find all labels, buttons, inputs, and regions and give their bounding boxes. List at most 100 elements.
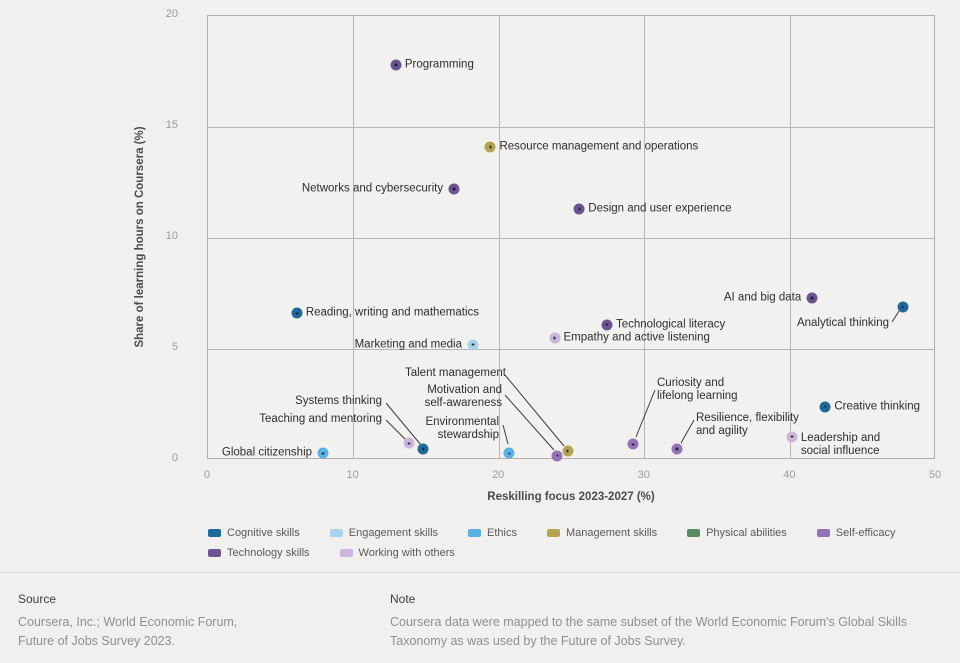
gridline-y-5 (208, 348, 934, 350)
legend-item-engagement-skills: Engagement skills (329, 527, 438, 539)
data-point-marketing-and-media (467, 339, 479, 351)
data-point-teaching-and-mentoring (403, 437, 415, 449)
data-point-core (407, 442, 411, 445)
data-point-label-resource-management-and-operations: Resource management and operations (499, 140, 699, 153)
leader-line-analytical-thinking (891, 310, 900, 323)
data-point-empathy-and-active-listening (549, 332, 561, 344)
data-point-core (790, 435, 794, 438)
legend-swatch-icon (468, 529, 482, 537)
data-point-environmental (503, 447, 515, 459)
data-point-label-teaching-and-mentoring: Teaching and mentoring (259, 413, 382, 425)
gridline-x-40 (789, 16, 791, 458)
legend-swatch-icon (208, 529, 221, 537)
leader-line-motivation-and (504, 394, 555, 451)
legend-label: Working with others (358, 547, 455, 559)
note-text: Coursera data were mapped to the same su… (390, 615, 907, 648)
legend-item-physical-abilities: Physical abilities (687, 527, 787, 539)
data-point-label-marketing-and-media: Marketing and media (354, 338, 462, 351)
data-point-core (295, 312, 299, 315)
leader-line-environmental (502, 424, 509, 445)
data-point-analytical-thinking (897, 301, 908, 313)
y-tick-label-10: 10 (165, 230, 178, 242)
leader-line-resilience-flexibility (680, 419, 695, 444)
data-point-label-leadership-and: Leadership and social influence (800, 431, 881, 457)
legend-swatch-icon (687, 529, 701, 537)
legend-item-technology-skills: Technology skills (208, 547, 310, 559)
data-point-design-and-user-experience (573, 203, 585, 215)
data-point-label-motivation-and: Motivation and self-awareness (424, 384, 502, 409)
data-point-core (321, 452, 325, 455)
x-tick-label-30: 30 (637, 469, 650, 481)
legend-swatch-icon (339, 549, 353, 557)
y-axis-title: Share of learning hours on Coursera (%) (134, 126, 146, 348)
data-point-core (605, 323, 609, 326)
data-point-label-creative-thinking: Creative thinking (834, 400, 920, 413)
y-tick-label-0: 0 (171, 452, 178, 464)
legend-swatch-icon (547, 529, 560, 537)
source-text: Coursera, Inc.; World Economic Forum, Fu… (18, 615, 238, 648)
data-point-core (556, 454, 559, 457)
data-point-label-design-and-user-experience: Design and user experience (588, 202, 732, 215)
data-point-core (824, 405, 827, 408)
data-point-motivation-and (551, 450, 563, 462)
legend-item-ethics: Ethics (468, 527, 517, 539)
legend-label: Physical abilities (706, 527, 787, 539)
x-axis-title: Reskilling focus 2023-2027 (%) (487, 491, 655, 503)
source-heading: Source (18, 592, 57, 606)
legend-item-management-skills: Management skills (547, 527, 657, 539)
data-point-creative-thinking (819, 401, 831, 413)
data-point-reading-writing-and-mathematics (291, 307, 303, 319)
data-point-core (553, 336, 556, 340)
footer: Source Coursera, Inc.; World Economic Fo… (0, 572, 960, 663)
data-point-label-global-citizenship: Global citizenship (221, 446, 313, 459)
legend-label: Cognitive skills (227, 527, 300, 539)
gridline-x-20 (498, 16, 500, 458)
legend-row: Technology skills Working with others (208, 543, 948, 563)
plot-area: Programming Resource management and opera… (207, 15, 935, 462)
data-point-core (422, 447, 425, 451)
data-point-label-talent-management: Talent management (404, 367, 506, 379)
legend-label: Ethics (487, 527, 517, 539)
data-point-label-technological-literacy: Technological literacy (615, 318, 726, 331)
data-point-networks-and-cybersecurity (448, 183, 460, 195)
data-point-label-analytical-thinking: Analytical thinking (796, 317, 889, 329)
data-point-core (394, 63, 398, 67)
data-point-global-citizenship (317, 447, 329, 459)
legend-label: Self-efficacy (835, 527, 896, 539)
data-point-curiosity-and (627, 438, 639, 450)
legend-swatch-icon (208, 549, 221, 557)
legend-item-working-with-others: Working with others (339, 547, 455, 559)
y-tick-label-15: 15 (165, 119, 178, 131)
gridline-y-15 (208, 126, 934, 128)
data-point-label-environmental: Environmental stewardship (425, 416, 499, 441)
leader-line-curiosity-and (635, 389, 656, 438)
legend: Cognitive skills Engagement skills Ethics M… (208, 523, 948, 563)
gridline-x-30 (644, 16, 646, 458)
legend-swatch-icon (816, 529, 830, 537)
legend-row: Cognitive skills Engagement skills Ethics M… (208, 523, 948, 543)
legend-label: Technology skills (227, 547, 310, 559)
data-point-label-empathy-and-active-listening: Empathy and active listening (563, 331, 710, 344)
data-point-core (578, 207, 581, 211)
legend-swatch-icon (329, 529, 343, 537)
data-point-resource-management-and-operations (484, 141, 496, 153)
data-point-ai-and-big-data (806, 292, 818, 304)
data-point-label-systems-thinking: Systems thinking (295, 395, 382, 407)
data-point-resilience-flexibility (671, 443, 683, 455)
legend-item-cognitive-skills: Cognitive skills (208, 527, 300, 539)
y-tick-label-20: 20 (165, 8, 178, 20)
data-point-core (471, 343, 475, 346)
data-point-programming (390, 59, 402, 71)
note-heading: Note (390, 592, 416, 606)
data-point-talent-management (562, 445, 574, 457)
data-point-systems-thinking (417, 443, 429, 455)
data-point-technological-literacy (601, 319, 613, 331)
x-tick-label-50: 50 (928, 469, 942, 481)
data-point-core (631, 443, 635, 446)
data-point-core (489, 145, 492, 149)
x-tick-label-40: 40 (783, 469, 796, 481)
data-point-label-programming: Programming (404, 58, 474, 71)
source-block: Source Coursera, Inc.; World Economic Fo… (18, 592, 358, 651)
leader-line-teaching-and-mentoring (385, 419, 407, 441)
